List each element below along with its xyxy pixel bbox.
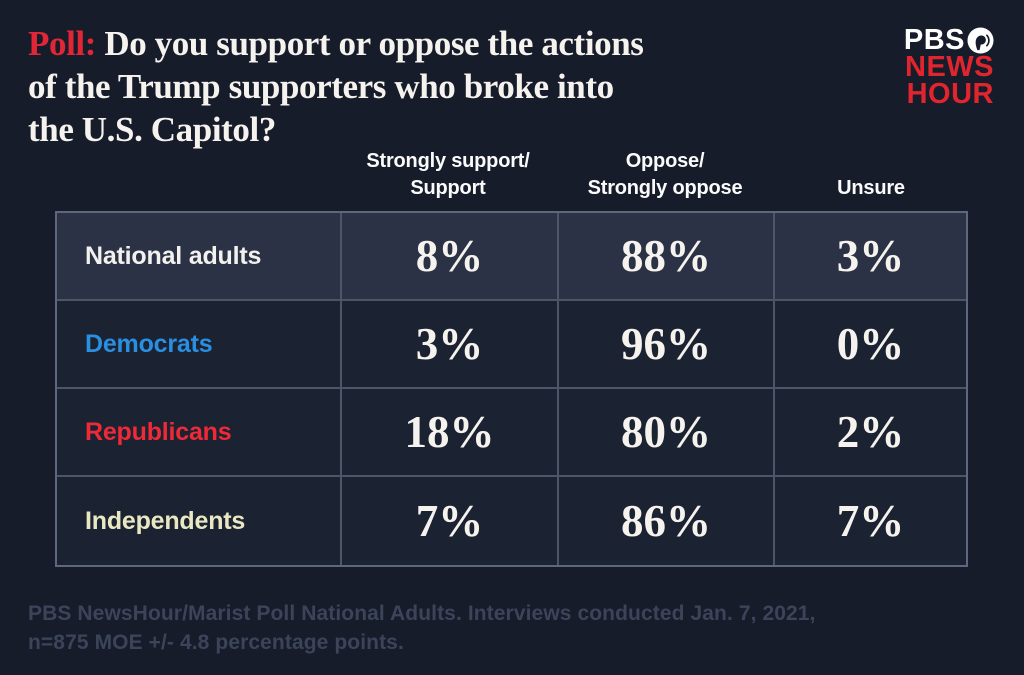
value-independents-unsure: 7% (775, 477, 966, 565)
value-democrats-support: 3% (342, 301, 559, 389)
source-note-line-1: PBS NewsHour/Marist Poll National Adults… (28, 602, 816, 625)
page-title: Poll: Do you support or oppose the actio… (28, 22, 808, 151)
column-header-line: Unsure (837, 177, 905, 199)
column-header-line: Strongly support/ (366, 150, 530, 172)
value-republicans-support: 18% (342, 389, 559, 477)
title-line-3: the U.S. Capitol? (28, 110, 276, 149)
logo-hour: HOUR (906, 78, 994, 110)
value-national-oppose: 88% (559, 213, 775, 301)
value-republicans-unsure: 2% (775, 389, 966, 477)
column-header-line: Strongly oppose (587, 177, 743, 199)
title-prefix: Poll: (28, 24, 96, 63)
value-democrats-oppose: 96% (559, 301, 775, 389)
column-header-strongly-support: Strongly support/ Support (338, 144, 558, 202)
column-header-line: Oppose/ (625, 150, 705, 172)
source-note: PBS NewsHour/Marist Poll National Adults… (28, 599, 816, 657)
row-label-national-adults: National adults (57, 213, 342, 301)
title-line-2: of the Trump supporters who broke into (28, 67, 614, 106)
pbs-head-icon (967, 27, 994, 54)
logo-top-row: PBS (903, 24, 994, 56)
pbs-wordmark: PBS (903, 24, 965, 56)
column-header-unsure: Unsure (761, 144, 981, 202)
row-label-democrats: Democrats (57, 301, 342, 389)
column-header-line: Support (410, 177, 486, 199)
value-independents-oppose: 86% (559, 477, 775, 565)
pbs-newshour-logo: PBS NEWS HOUR (903, 24, 994, 110)
column-header-oppose: Oppose/ Strongly oppose (555, 144, 775, 202)
poll-table: National adults 8% 88% 3% Democrats 3% 9… (55, 211, 968, 567)
row-label-independents: Independents (57, 477, 342, 565)
title-line-1-text: Do you support or oppose the actions (95, 24, 644, 63)
logo-news: NEWS (905, 51, 994, 83)
value-independents-support: 7% (342, 477, 559, 565)
value-national-support: 8% (342, 213, 559, 301)
row-label-republicans: Republicans (57, 389, 342, 477)
source-note-line-2: n=875 MOE +/- 4.8 percentage points. (28, 631, 404, 654)
value-democrats-unsure: 0% (775, 301, 966, 389)
value-republicans-oppose: 80% (559, 389, 775, 477)
title-line-1: Poll: Do you support or oppose the actio… (28, 22, 808, 65)
value-national-unsure: 3% (775, 213, 966, 301)
